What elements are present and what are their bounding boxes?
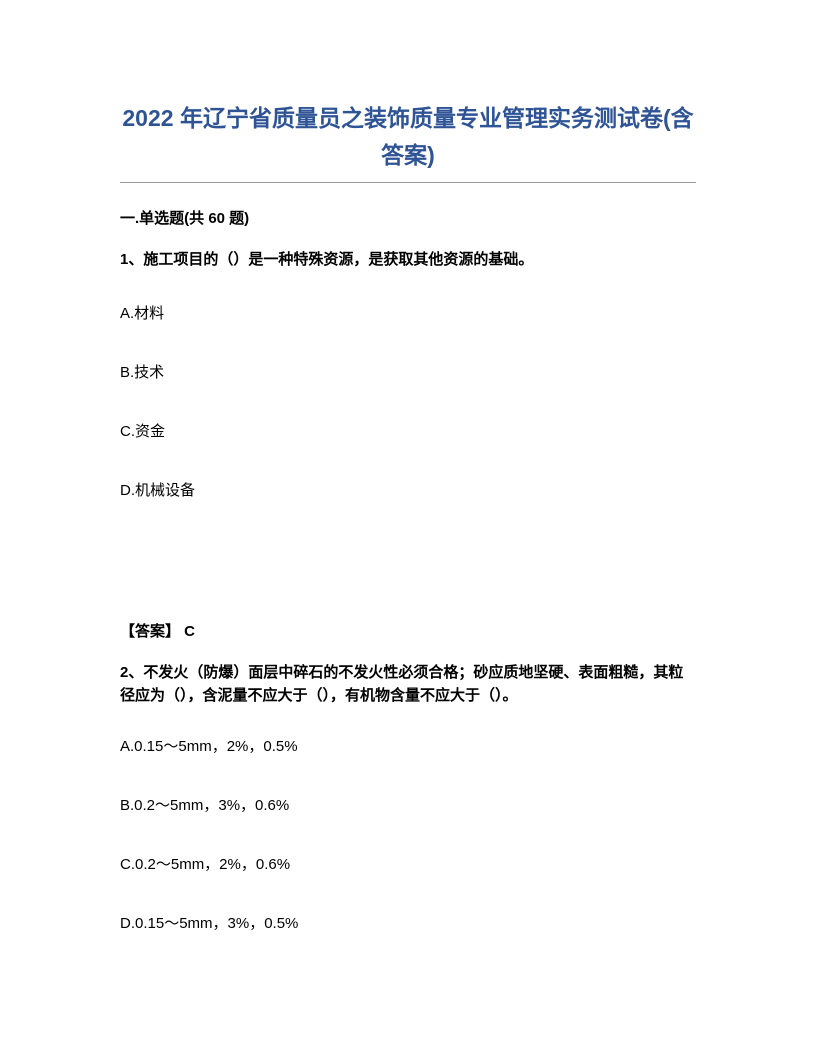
section-header: 一.单选题(共 60 题) <box>120 207 696 228</box>
question-1-stem: 1、施工项目的（）是一种特殊资源，是获取其他资源的基础。 <box>120 248 696 272</box>
page-title: 2022 年辽宁省质量员之装饰质量专业管理实务测试卷(含答案) <box>120 100 696 174</box>
question-1-option-a: A.材料 <box>120 302 696 323</box>
question-2-stem: 2、不发火（防爆）面层中碎石的不发火性必须合格；砂应质地坚硬、表面粗糙，其粒径应… <box>120 661 696 708</box>
question-1-option-b: B.技术 <box>120 361 696 382</box>
question-2-option-c: C.0.2～5mm，2%，0.6% <box>120 853 696 874</box>
question-2-option-a: A.0.15～5mm，2%，0.5% <box>120 735 696 756</box>
title-divider <box>120 182 696 183</box>
question-1-option-c: C.资金 <box>120 420 696 441</box>
question-2-option-b: B.0.2～5mm，3%，0.6% <box>120 794 696 815</box>
question-1-answer: 【答案】 C <box>120 620 696 641</box>
question-1-option-d: D.机械设备 <box>120 479 696 500</box>
question-2-option-d: D.0.15～5mm，3%，0.5% <box>120 912 696 933</box>
